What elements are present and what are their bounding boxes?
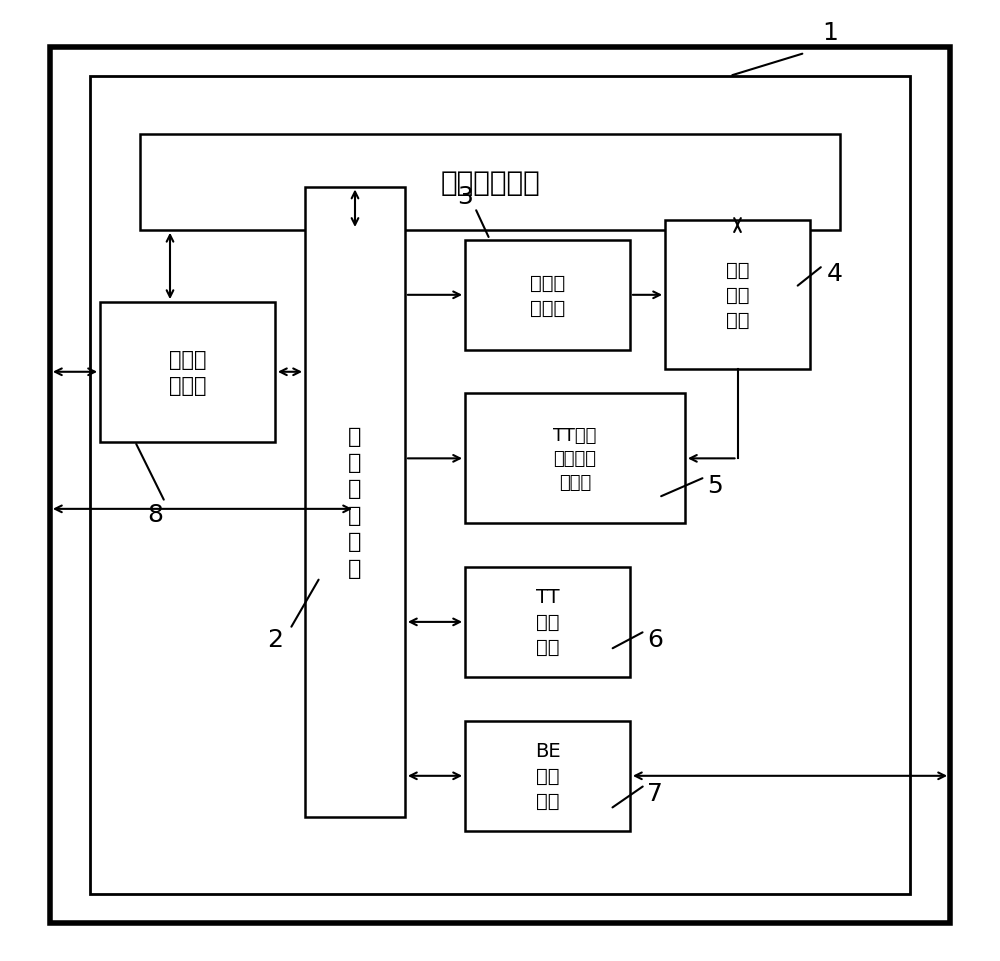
Text: BE
交换
模块: BE 交换 模块 <box>535 742 560 810</box>
Text: 4: 4 <box>827 262 843 285</box>
Bar <box>305 187 405 817</box>
Bar <box>465 567 630 678</box>
Text: 时钟固
化模块: 时钟固 化模块 <box>530 274 565 317</box>
Text: 8: 8 <box>147 503 163 526</box>
Text: 3: 3 <box>457 185 473 209</box>
Text: 1: 1 <box>822 21 838 44</box>
Bar <box>665 221 810 370</box>
Bar <box>465 394 685 524</box>
Text: 6: 6 <box>647 628 663 651</box>
Bar <box>465 721 630 831</box>
Text: 总线结构模块: 总线结构模块 <box>440 168 540 197</box>
Text: TT帧传
输时刻计
算模块: TT帧传 输时刻计 算模块 <box>553 427 597 491</box>
Text: 端口镜
像模块: 端口镜 像模块 <box>169 349 206 396</box>
Bar <box>100 303 275 442</box>
Bar <box>465 240 630 351</box>
Bar <box>140 135 840 231</box>
Text: 2: 2 <box>267 628 283 651</box>
Text: 7: 7 <box>647 781 663 804</box>
Text: 交
换
端
口
模
块: 交 换 端 口 模 块 <box>348 426 362 579</box>
Text: 时钟
同步
模块: 时钟 同步 模块 <box>726 261 749 330</box>
Text: 5: 5 <box>707 474 723 497</box>
Text: TT
交换
模块: TT 交换 模块 <box>536 588 559 656</box>
Bar <box>90 77 910 894</box>
